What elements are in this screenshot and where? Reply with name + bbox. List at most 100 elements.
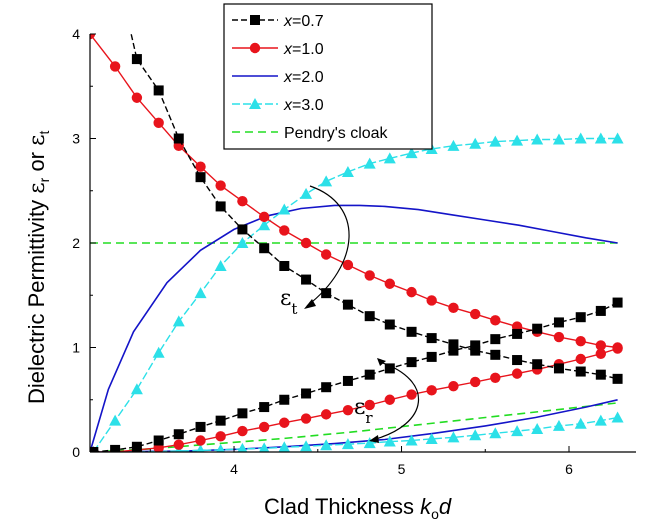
data-point	[278, 203, 291, 215]
data-point	[300, 440, 313, 452]
data-point	[405, 434, 418, 446]
series-x-3-0	[90, 132, 624, 452]
data-point	[215, 180, 226, 191]
data-point	[611, 411, 624, 423]
data-point	[447, 431, 460, 443]
data-point	[237, 408, 248, 419]
x-tick-label: 4	[230, 461, 238, 477]
data-point	[258, 211, 270, 223]
data-point	[406, 286, 417, 298]
data-point	[341, 438, 354, 450]
data-point	[259, 243, 270, 254]
legend-item: x=2.0	[232, 69, 324, 86]
data-point	[406, 326, 417, 337]
data-point	[342, 405, 354, 416]
data-point	[426, 385, 437, 396]
eps-t-label: εt	[280, 286, 297, 318]
data-point	[342, 259, 354, 271]
legend-label: x=1.0	[283, 41, 324, 58]
data-point	[426, 351, 437, 362]
data-point	[552, 133, 565, 145]
data-point	[575, 366, 586, 377]
data-point	[611, 132, 624, 144]
data-point	[278, 441, 291, 452]
eps-r-arrow	[371, 361, 420, 441]
data-point	[279, 417, 290, 428]
data-point	[153, 435, 164, 446]
data-point	[612, 297, 623, 308]
data-point	[341, 165, 354, 177]
legend: x=0.7 x=1.0 x=2.0 x=3.0 Pendry's cloak	[223, 3, 433, 150]
legend-label: x=2.0	[283, 69, 324, 86]
data-point	[321, 382, 332, 393]
data-point	[490, 349, 501, 360]
legend-label: x=0.7	[283, 13, 324, 30]
data-point	[469, 137, 482, 149]
data-point	[279, 260, 290, 271]
data-point	[131, 54, 142, 65]
data-point	[131, 92, 143, 103]
series-x-1-0	[90, 34, 623, 452]
data-point	[214, 259, 227, 271]
data-point	[237, 425, 248, 437]
data-point	[553, 363, 564, 374]
axes: 4 5 6 0 1 2 3 4	[72, 26, 636, 477]
legend-swatch-marker	[249, 42, 261, 54]
data-point	[384, 319, 395, 330]
y-tick-label: 4	[72, 26, 80, 42]
eps-t-arrowhead	[304, 299, 316, 309]
data-point	[109, 414, 122, 426]
legend-item: x=1.0	[232, 41, 324, 58]
data-point	[574, 417, 587, 429]
x-tick-label: 6	[565, 461, 573, 477]
data-point	[511, 425, 524, 437]
data-point	[90, 447, 99, 452]
data-point	[553, 331, 565, 343]
data-point	[196, 444, 205, 452]
data-point	[279, 225, 290, 236]
data-point	[531, 133, 544, 145]
legend-swatch-marker	[249, 98, 261, 109]
y-tick-label: 3	[72, 131, 80, 147]
eps-r-label: εr	[354, 395, 373, 427]
data-point	[173, 439, 184, 450]
data-point	[216, 443, 226, 452]
data-point	[173, 429, 184, 440]
data-point	[300, 237, 312, 249]
data-point	[320, 409, 332, 420]
data-point	[532, 323, 543, 334]
data-point	[532, 359, 543, 370]
data-point	[152, 346, 165, 358]
data-point	[489, 135, 502, 147]
data-point	[405, 147, 418, 159]
data-point	[195, 161, 206, 172]
legend-label: Pendry's cloak	[284, 125, 389, 142]
series-x-0-7	[90, 34, 623, 452]
series-line-eps_t	[90, 204, 618, 452]
data-point	[594, 414, 607, 426]
data-point	[130, 383, 143, 395]
data-point	[512, 328, 523, 339]
eps-r-start-arrowhead	[377, 358, 386, 366]
data-point	[406, 389, 417, 400]
data-point	[595, 348, 607, 359]
data-point	[448, 380, 459, 392]
data-point	[383, 435, 396, 447]
data-point	[215, 415, 226, 426]
data-point	[342, 299, 353, 310]
data-point	[215, 201, 226, 212]
eps-r-arrowhead	[369, 435, 379, 443]
data-point	[426, 333, 437, 344]
data-point	[153, 117, 164, 129]
data-point	[363, 157, 376, 169]
data-point	[172, 315, 185, 327]
data-point	[195, 421, 206, 432]
data-point	[110, 444, 121, 452]
data-point	[595, 369, 606, 380]
data-point	[490, 372, 501, 384]
data-point	[321, 288, 332, 299]
data-point	[575, 336, 586, 347]
data-point	[342, 375, 353, 386]
data-point	[364, 311, 375, 322]
data-point	[384, 363, 395, 374]
